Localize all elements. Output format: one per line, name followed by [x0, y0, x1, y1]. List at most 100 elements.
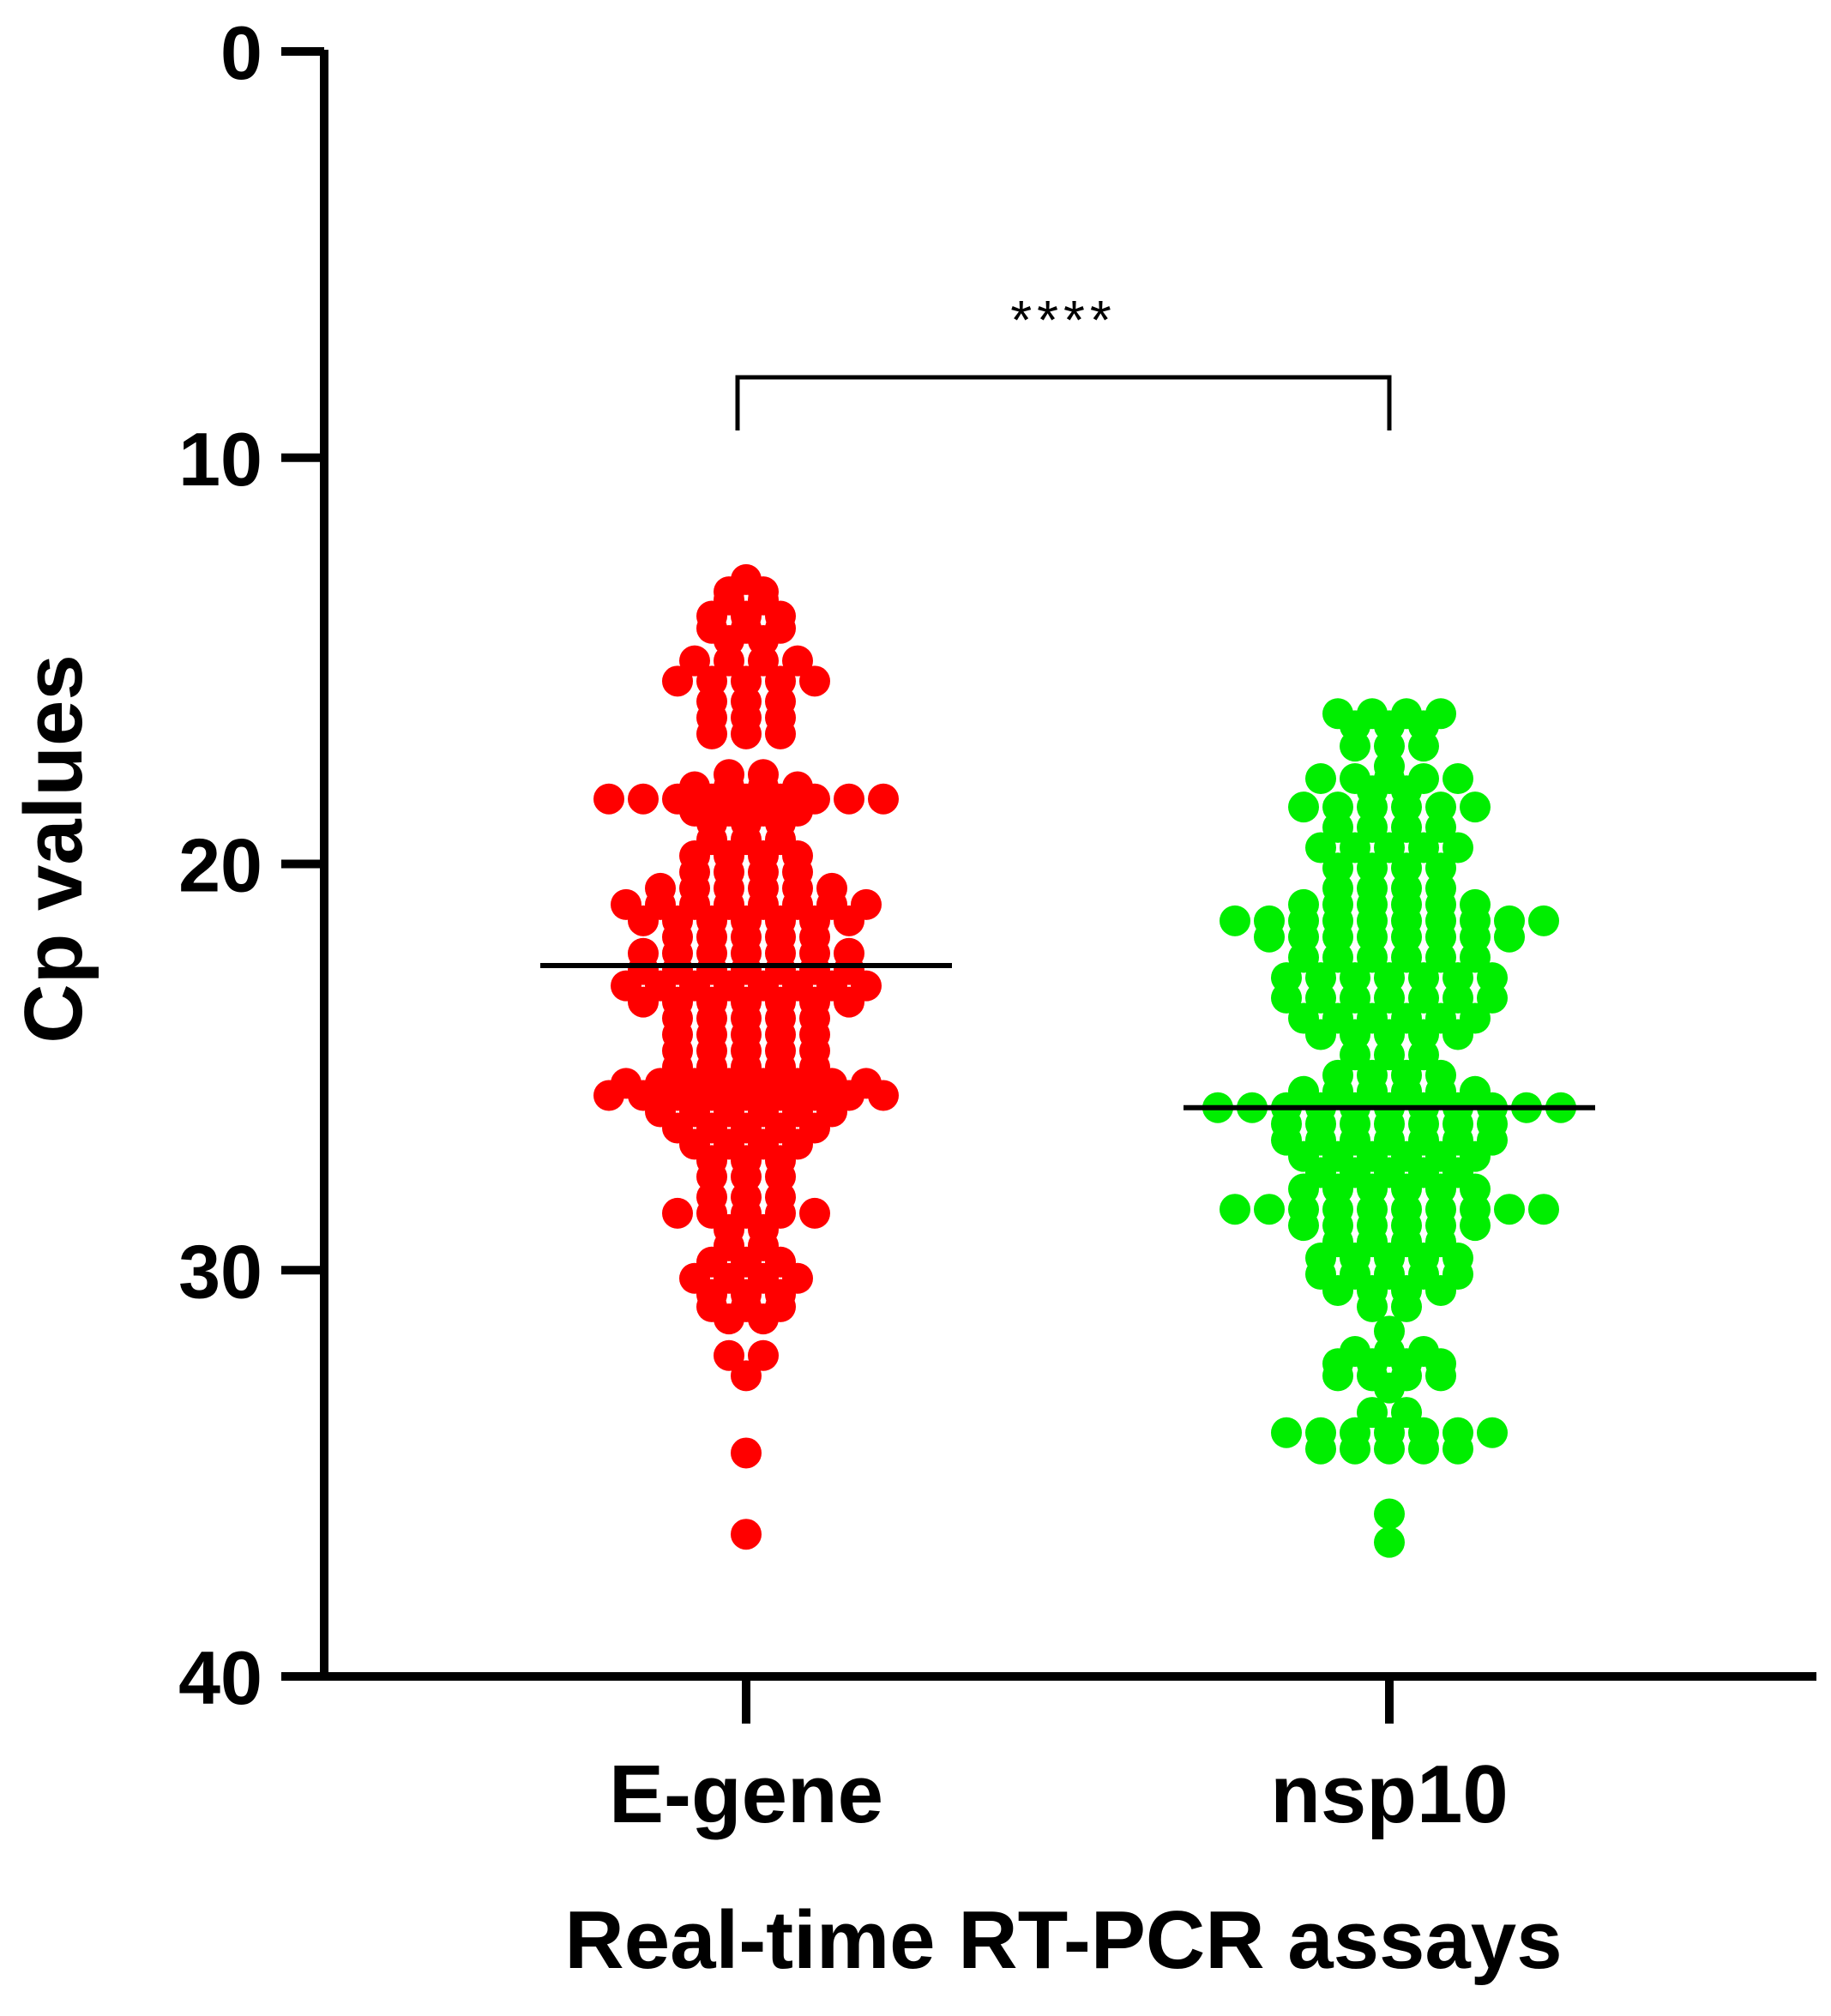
data-point-nsp10 [1357, 1291, 1388, 1322]
data-point-e-gene [834, 783, 864, 815]
data-point-nsp10 [1340, 1039, 1370, 1071]
data-point-nsp10 [1305, 1433, 1336, 1465]
data-point-nsp10 [1322, 811, 1353, 843]
data-point-nsp10 [1220, 1194, 1250, 1225]
data-point-nsp10 [1305, 982, 1336, 1014]
y-tick-label: 0 [220, 10, 262, 95]
median-lines [540, 962, 1595, 1110]
data-point-nsp10 [1460, 1210, 1491, 1242]
data-point-e-gene [628, 905, 659, 936]
x-tick-label: E-gene [609, 1748, 883, 1840]
data-point-nsp10 [1494, 921, 1525, 953]
data-point-e-gene [714, 645, 744, 677]
data-point-nsp10 [1443, 763, 1473, 795]
data-point-e-gene [748, 645, 779, 677]
data-point-e-gene [593, 1080, 624, 1111]
y-tick-label: 10 [178, 417, 262, 502]
data-point-e-gene [714, 1303, 744, 1335]
x-tick-label: nsp10 [1270, 1748, 1508, 1840]
data-point-nsp10 [1288, 1210, 1319, 1242]
data-point-nsp10 [1254, 921, 1285, 953]
data-point-nsp10 [1425, 811, 1456, 843]
data-point-nsp10 [1288, 791, 1319, 823]
data-point-nsp10 [1374, 982, 1405, 1014]
data-point-nsp10 [1408, 1039, 1439, 1071]
significance-bracket: **** [735, 289, 1392, 430]
data-point-nsp10 [1391, 1291, 1422, 1322]
data-point-nsp10 [1477, 1417, 1508, 1448]
data-point-nsp10 [1391, 942, 1422, 973]
data-point-nsp10 [1374, 1372, 1405, 1404]
data-point-nsp10 [1425, 942, 1456, 973]
data-point-e-gene [731, 1519, 762, 1550]
data-point-nsp10 [1340, 731, 1370, 762]
data-point-nsp10 [1477, 982, 1508, 1014]
data-point-nsp10 [1357, 942, 1388, 973]
data-point-nsp10 [1391, 1397, 1422, 1429]
data-point-nsp10 [1271, 982, 1302, 1014]
data-point-e-gene [593, 783, 624, 815]
data-point-nsp10 [1357, 1397, 1388, 1429]
data-point-e-gene [714, 1339, 744, 1371]
data-point-e-gene [868, 783, 899, 815]
data-point-nsp10 [1340, 1433, 1370, 1465]
data-point-nsp10 [1322, 1274, 1353, 1306]
data-point-nsp10 [1322, 942, 1353, 973]
data-point-nsp10 [1305, 763, 1336, 795]
axes: 0 10 20 30 40 E-gene nsp10 [178, 10, 1816, 1840]
y-tick-label: 20 [178, 823, 262, 908]
data-point-nsp10 [1391, 811, 1422, 843]
data-point-e-gene [731, 718, 762, 749]
data-point-e-gene [834, 905, 864, 936]
data-point-nsp10 [1220, 905, 1250, 936]
data-point-nsp10 [1374, 1526, 1405, 1558]
data-point-nsp10 [1408, 982, 1439, 1014]
data-point-nsp10 [1443, 1433, 1473, 1465]
data-point-e-gene [799, 665, 830, 697]
data-point-e-gene [748, 1303, 779, 1335]
y-axis-title: Cp values [8, 654, 99, 1044]
data-point-nsp10 [1288, 942, 1319, 973]
significance-bracket-line [735, 375, 1392, 430]
data-point-e-gene [628, 783, 659, 815]
data-point-nsp10 [1408, 731, 1439, 762]
data-point-e-gene [782, 645, 813, 677]
significance-label: **** [1010, 289, 1117, 351]
data-point-e-gene [765, 718, 796, 749]
data-point-nsp10 [1528, 905, 1559, 936]
data-point-nsp10 [1460, 791, 1491, 823]
y-tick-label: 30 [178, 1229, 262, 1314]
data-point-nsp10 [1322, 1360, 1353, 1392]
data-point-nsp10 [1494, 1194, 1525, 1225]
data-point-nsp10 [1408, 1433, 1439, 1465]
data-point-e-gene [731, 1437, 762, 1469]
data-point-nsp10 [1443, 1019, 1473, 1050]
data-point-nsp10 [1305, 832, 1336, 864]
x-axis-title: Real-time RT-PCR assays [564, 1894, 1562, 1986]
data-point-e-gene [696, 718, 727, 749]
data-points [593, 563, 1576, 1558]
data-point-nsp10 [1254, 1194, 1285, 1225]
y-tick-label: 40 [178, 1635, 262, 1720]
data-point-nsp10 [1340, 832, 1370, 864]
data-point-nsp10 [1408, 832, 1439, 864]
data-point-e-gene [662, 1197, 693, 1229]
data-point-nsp10 [1340, 982, 1370, 1014]
data-point-e-gene [834, 986, 864, 1018]
data-point-nsp10 [1374, 1498, 1405, 1530]
data-point-nsp10 [1425, 1274, 1456, 1306]
data-point-e-gene [748, 1339, 779, 1371]
data-point-e-gene [731, 1360, 762, 1392]
data-point-e-gene [799, 1197, 830, 1229]
data-point-nsp10 [1425, 1360, 1456, 1392]
data-point-nsp10 [1357, 811, 1388, 843]
data-point-e-gene [868, 1080, 899, 1111]
data-point-nsp10 [1443, 982, 1473, 1014]
data-point-nsp10 [1460, 942, 1491, 973]
data-point-e-gene [662, 665, 693, 697]
data-point-e-gene [628, 986, 659, 1018]
data-point-nsp10 [1305, 1019, 1336, 1050]
data-point-nsp10 [1443, 832, 1473, 864]
data-point-nsp10 [1374, 1039, 1405, 1071]
